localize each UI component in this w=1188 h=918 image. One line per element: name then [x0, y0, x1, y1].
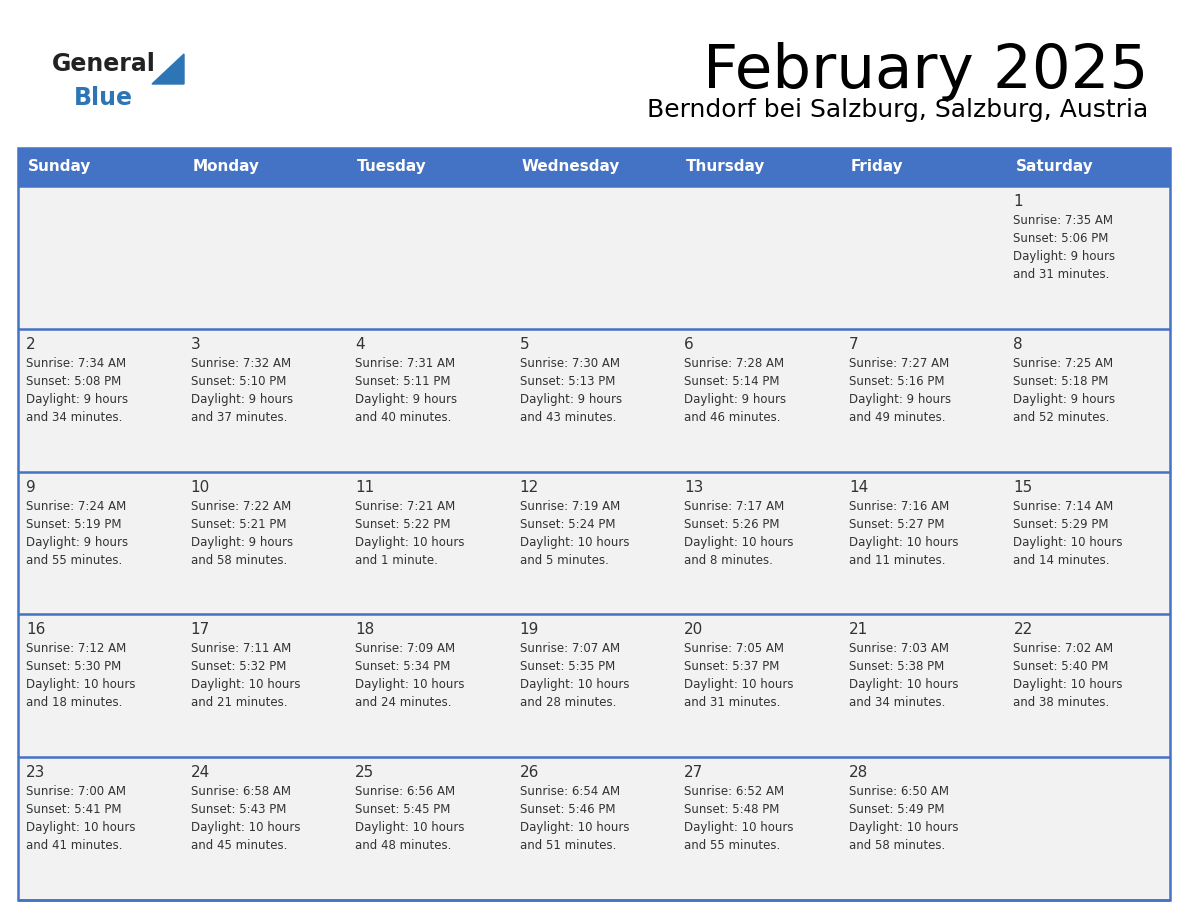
Text: Sunrise: 7:21 AM
Sunset: 5:22 PM
Daylight: 10 hours
and 1 minute.: Sunrise: 7:21 AM Sunset: 5:22 PM Dayligh…: [355, 499, 465, 566]
Text: Friday: Friday: [851, 160, 904, 174]
Text: Thursday: Thursday: [687, 160, 765, 174]
Bar: [18, 757, 1170, 900]
Text: Sunrise: 7:22 AM
Sunset: 5:21 PM
Daylight: 9 hours
and 58 minutes.: Sunrise: 7:22 AM Sunset: 5:21 PM Dayligh…: [190, 499, 292, 566]
Text: Sunrise: 7:05 AM
Sunset: 5:37 PM
Daylight: 10 hours
and 31 minutes.: Sunrise: 7:05 AM Sunset: 5:37 PM Dayligh…: [684, 643, 794, 710]
Text: 25: 25: [355, 766, 374, 780]
Text: 2: 2: [26, 337, 36, 352]
Text: 14: 14: [849, 479, 868, 495]
Text: 4: 4: [355, 337, 365, 352]
Text: Sunrise: 7:02 AM
Sunset: 5:40 PM
Daylight: 10 hours
and 38 minutes.: Sunrise: 7:02 AM Sunset: 5:40 PM Dayligh…: [1013, 643, 1123, 710]
Text: 6: 6: [684, 337, 694, 352]
Text: Sunrise: 6:58 AM
Sunset: 5:43 PM
Daylight: 10 hours
and 45 minutes.: Sunrise: 6:58 AM Sunset: 5:43 PM Dayligh…: [190, 785, 301, 852]
Text: 19: 19: [519, 622, 539, 637]
Text: Sunrise: 7:07 AM
Sunset: 5:35 PM
Daylight: 10 hours
and 28 minutes.: Sunrise: 7:07 AM Sunset: 5:35 PM Dayligh…: [519, 643, 630, 710]
Text: 10: 10: [190, 479, 210, 495]
Text: Sunrise: 7:34 AM
Sunset: 5:08 PM
Daylight: 9 hours
and 34 minutes.: Sunrise: 7:34 AM Sunset: 5:08 PM Dayligh…: [26, 357, 128, 424]
Text: Sunrise: 7:24 AM
Sunset: 5:19 PM
Daylight: 9 hours
and 55 minutes.: Sunrise: 7:24 AM Sunset: 5:19 PM Dayligh…: [26, 499, 128, 566]
Bar: [18, 472, 1170, 614]
Text: Sunrise: 6:56 AM
Sunset: 5:45 PM
Daylight: 10 hours
and 48 minutes.: Sunrise: 6:56 AM Sunset: 5:45 PM Dayligh…: [355, 785, 465, 852]
Text: 3: 3: [190, 337, 201, 352]
Text: 15: 15: [1013, 479, 1032, 495]
Text: Sunday: Sunday: [29, 160, 91, 174]
Text: 24: 24: [190, 766, 210, 780]
Text: 23: 23: [26, 766, 45, 780]
Polygon shape: [152, 54, 184, 84]
Text: February 2025: February 2025: [702, 42, 1148, 101]
Text: 16: 16: [26, 622, 45, 637]
Text: Sunrise: 7:27 AM
Sunset: 5:16 PM
Daylight: 9 hours
and 49 minutes.: Sunrise: 7:27 AM Sunset: 5:16 PM Dayligh…: [849, 357, 950, 424]
Text: Tuesday: Tuesday: [358, 160, 426, 174]
Text: General: General: [52, 52, 156, 76]
Text: 7: 7: [849, 337, 859, 352]
Text: Wednesday: Wednesday: [522, 160, 620, 174]
Text: 18: 18: [355, 622, 374, 637]
Text: 11: 11: [355, 479, 374, 495]
Text: 26: 26: [519, 766, 539, 780]
Text: Sunrise: 7:00 AM
Sunset: 5:41 PM
Daylight: 10 hours
and 41 minutes.: Sunrise: 7:00 AM Sunset: 5:41 PM Dayligh…: [26, 785, 135, 852]
Text: Sunrise: 7:12 AM
Sunset: 5:30 PM
Daylight: 10 hours
and 18 minutes.: Sunrise: 7:12 AM Sunset: 5:30 PM Dayligh…: [26, 643, 135, 710]
Text: 9: 9: [26, 479, 36, 495]
Bar: [18, 148, 1170, 186]
Text: 17: 17: [190, 622, 210, 637]
Text: 1: 1: [1013, 194, 1023, 209]
Text: Sunrise: 7:03 AM
Sunset: 5:38 PM
Daylight: 10 hours
and 34 minutes.: Sunrise: 7:03 AM Sunset: 5:38 PM Dayligh…: [849, 643, 959, 710]
Bar: [18, 148, 1170, 900]
Text: Monday: Monday: [192, 160, 259, 174]
Text: 8: 8: [1013, 337, 1023, 352]
Text: 21: 21: [849, 622, 868, 637]
Text: 22: 22: [1013, 622, 1032, 637]
Text: 5: 5: [519, 337, 530, 352]
Text: 27: 27: [684, 766, 703, 780]
Text: 28: 28: [849, 766, 868, 780]
Bar: [18, 186, 1170, 329]
Text: 12: 12: [519, 479, 539, 495]
Text: Sunrise: 7:28 AM
Sunset: 5:14 PM
Daylight: 9 hours
and 46 minutes.: Sunrise: 7:28 AM Sunset: 5:14 PM Dayligh…: [684, 357, 786, 424]
Text: Berndorf bei Salzburg, Salzburg, Austria: Berndorf bei Salzburg, Salzburg, Austria: [646, 98, 1148, 122]
Text: 20: 20: [684, 622, 703, 637]
Text: Sunrise: 7:14 AM
Sunset: 5:29 PM
Daylight: 10 hours
and 14 minutes.: Sunrise: 7:14 AM Sunset: 5:29 PM Dayligh…: [1013, 499, 1123, 566]
Bar: [18, 329, 1170, 472]
Bar: [18, 614, 1170, 757]
Text: Sunrise: 7:30 AM
Sunset: 5:13 PM
Daylight: 9 hours
and 43 minutes.: Sunrise: 7:30 AM Sunset: 5:13 PM Dayligh…: [519, 357, 621, 424]
Text: Sunrise: 7:32 AM
Sunset: 5:10 PM
Daylight: 9 hours
and 37 minutes.: Sunrise: 7:32 AM Sunset: 5:10 PM Dayligh…: [190, 357, 292, 424]
Text: 13: 13: [684, 479, 703, 495]
Text: Sunrise: 7:35 AM
Sunset: 5:06 PM
Daylight: 9 hours
and 31 minutes.: Sunrise: 7:35 AM Sunset: 5:06 PM Dayligh…: [1013, 214, 1116, 281]
Text: Saturday: Saturday: [1016, 160, 1093, 174]
Text: Blue: Blue: [74, 86, 133, 110]
Text: Sunrise: 7:19 AM
Sunset: 5:24 PM
Daylight: 10 hours
and 5 minutes.: Sunrise: 7:19 AM Sunset: 5:24 PM Dayligh…: [519, 499, 630, 566]
Text: Sunrise: 6:52 AM
Sunset: 5:48 PM
Daylight: 10 hours
and 55 minutes.: Sunrise: 6:52 AM Sunset: 5:48 PM Dayligh…: [684, 785, 794, 852]
Text: Sunrise: 6:50 AM
Sunset: 5:49 PM
Daylight: 10 hours
and 58 minutes.: Sunrise: 6:50 AM Sunset: 5:49 PM Dayligh…: [849, 785, 959, 852]
Text: Sunrise: 7:09 AM
Sunset: 5:34 PM
Daylight: 10 hours
and 24 minutes.: Sunrise: 7:09 AM Sunset: 5:34 PM Dayligh…: [355, 643, 465, 710]
Text: Sunrise: 7:25 AM
Sunset: 5:18 PM
Daylight: 9 hours
and 52 minutes.: Sunrise: 7:25 AM Sunset: 5:18 PM Dayligh…: [1013, 357, 1116, 424]
Text: Sunrise: 7:17 AM
Sunset: 5:26 PM
Daylight: 10 hours
and 8 minutes.: Sunrise: 7:17 AM Sunset: 5:26 PM Dayligh…: [684, 499, 794, 566]
Text: Sunrise: 7:31 AM
Sunset: 5:11 PM
Daylight: 9 hours
and 40 minutes.: Sunrise: 7:31 AM Sunset: 5:11 PM Dayligh…: [355, 357, 457, 424]
Text: Sunrise: 6:54 AM
Sunset: 5:46 PM
Daylight: 10 hours
and 51 minutes.: Sunrise: 6:54 AM Sunset: 5:46 PM Dayligh…: [519, 785, 630, 852]
Text: Sunrise: 7:16 AM
Sunset: 5:27 PM
Daylight: 10 hours
and 11 minutes.: Sunrise: 7:16 AM Sunset: 5:27 PM Dayligh…: [849, 499, 959, 566]
Text: Sunrise: 7:11 AM
Sunset: 5:32 PM
Daylight: 10 hours
and 21 minutes.: Sunrise: 7:11 AM Sunset: 5:32 PM Dayligh…: [190, 643, 301, 710]
